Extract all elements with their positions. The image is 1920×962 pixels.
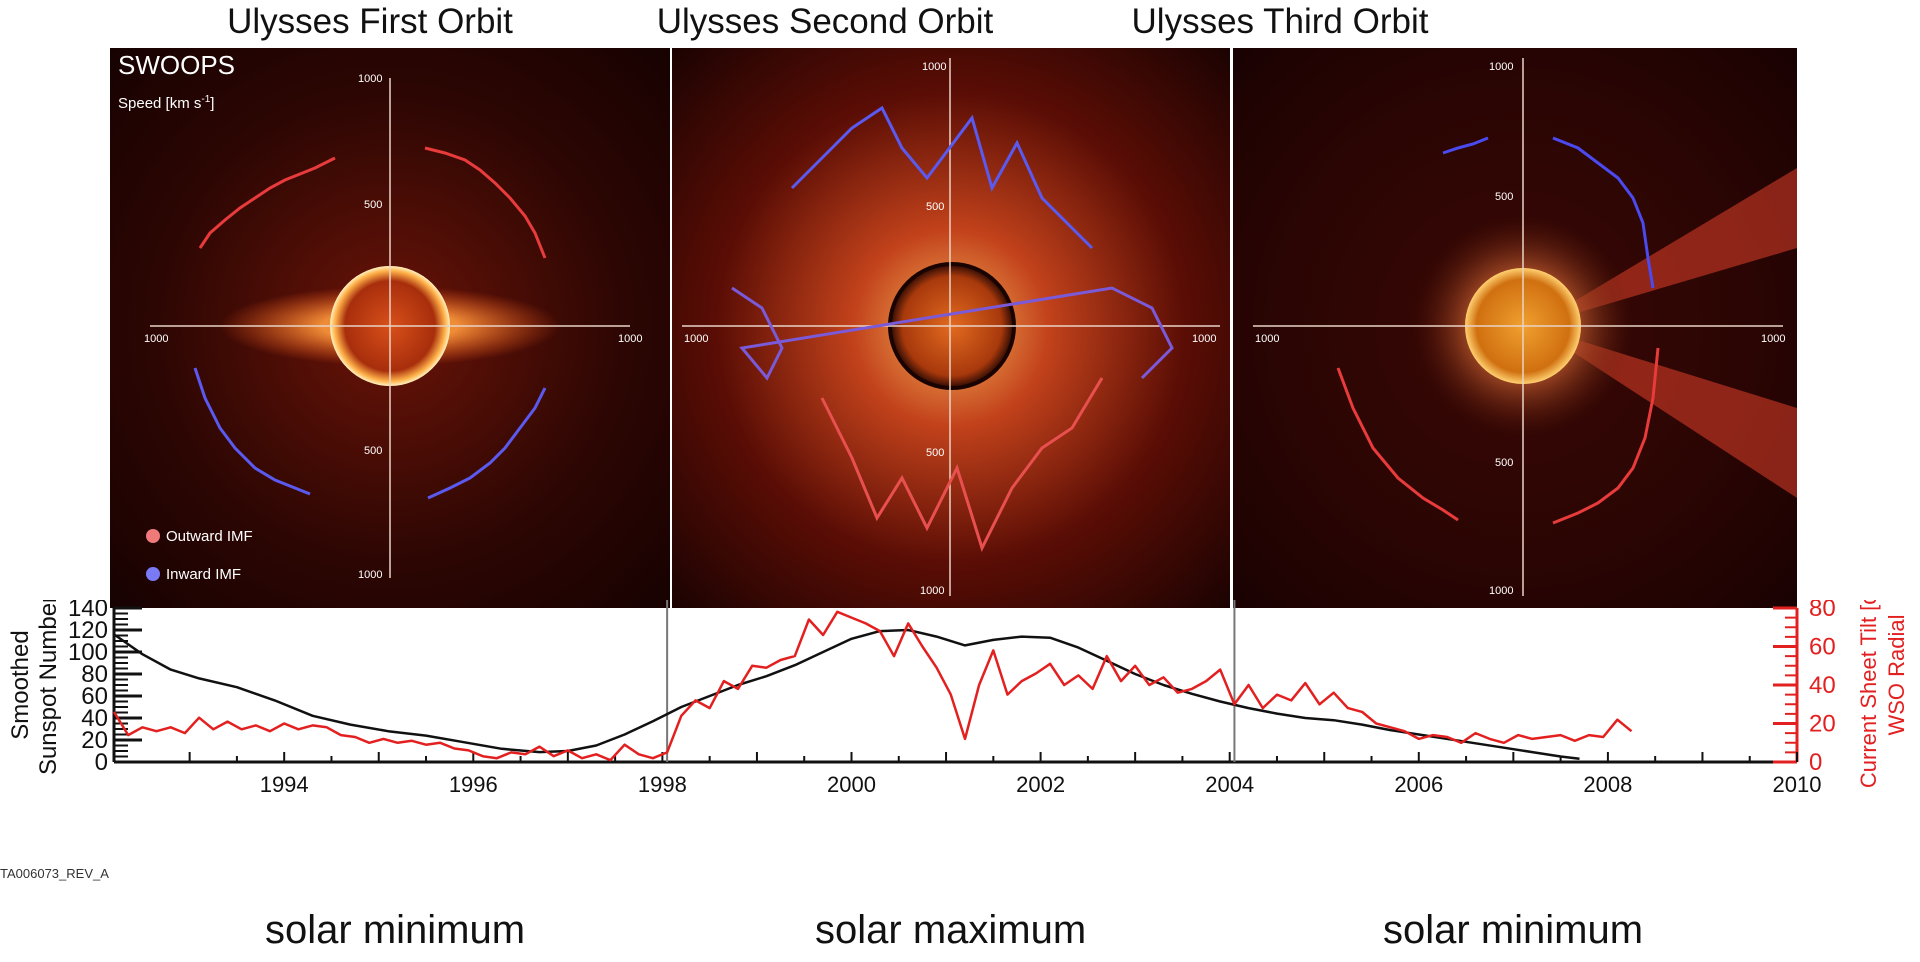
radial-tick-bottom-1000: 1000: [358, 569, 382, 581]
radial-tick-top-500: 500: [1495, 191, 1513, 203]
left-tick-label: 140: [68, 600, 108, 622]
x-tick-label: 2004: [1205, 772, 1254, 797]
radial-tick-bottom-500: 500: [926, 447, 944, 459]
horizontal-tick-left-1000: 1000: [144, 333, 168, 345]
left-axis-label: Smoothed: [7, 630, 34, 739]
inward-speed-trace-top: [790, 105, 1094, 250]
right-tick-label: 40: [1809, 672, 1836, 699]
right-tick-label: 0: [1809, 749, 1822, 776]
outward-speed-trace-bottom-left: [1336, 367, 1459, 522]
right-tick-label: 20: [1809, 711, 1836, 738]
polar-panel-second-orbit: 1000 500 500 1000 1000 1000: [672, 48, 1230, 608]
x-tick-label: 2002: [1016, 772, 1065, 797]
orbit-title-first: Ulysses First Orbit: [227, 2, 513, 41]
plot-area: [114, 608, 1797, 762]
x-tick-label: 2008: [1583, 772, 1632, 797]
outward-speed-trace-bottom-right: [1552, 347, 1660, 525]
phase-label-third: solar minimum: [1383, 908, 1644, 952]
x-tick-label: 1994: [260, 772, 309, 797]
polar-panel-third-orbit: 1000 500 500 1000 1000 1000: [1233, 48, 1797, 608]
x-tick-label: 2010: [1773, 772, 1822, 797]
inward-speed-trace-top-left: [1442, 136, 1489, 155]
radial-tick-bottom-1000: 1000: [1489, 585, 1513, 597]
legend-inward-marker: [146, 567, 160, 581]
horizontal-tick-left-1000: 1000: [684, 333, 708, 345]
orbit-title-second: Ulysses Second Orbit: [656, 2, 994, 41]
left-tick-label: 80: [81, 661, 108, 688]
horizontal-tick-left-1000: 1000: [1255, 333, 1279, 345]
radial-tick-top-500: 500: [364, 199, 382, 211]
radial-tick-top-1000: 1000: [1489, 61, 1513, 73]
figure-reference-code: TA006073_REV_A: [0, 866, 109, 881]
left-tick-label: 20: [81, 727, 108, 754]
x-tick-label: 2006: [1394, 772, 1443, 797]
x-tick-label: 2000: [827, 772, 876, 797]
left-tick-label: 100: [68, 639, 108, 666]
x-tick-label: 1998: [638, 772, 687, 797]
horizontal-tick-right-1000: 1000: [618, 333, 642, 345]
outward-speed-trace-top-left: [198, 156, 336, 249]
inward-speed-trace-bottom-left: [193, 367, 311, 496]
radial-tick-top-500: 500: [926, 201, 944, 213]
polar-plot-second: 1000 500 500 1000 1000 1000: [672, 48, 1230, 608]
right-axis-label: Current Sheet Tilt [deg]: [1856, 600, 1881, 788]
radial-tick-top-1000: 1000: [922, 61, 946, 73]
legend-inward-label: Inward IMF: [166, 566, 241, 583]
radial-tick-top-1000: 1000: [358, 73, 382, 85]
instrument-label: SWOOPS: [118, 50, 235, 80]
right-tick-label: 60: [1809, 634, 1836, 661]
legend-outward-label: Outward IMF: [166, 528, 253, 545]
phase-label-second: solar maximum: [815, 908, 1087, 952]
radial-tick-bottom-500: 500: [364, 445, 382, 457]
inward-speed-trace-bottom-right: [427, 387, 547, 500]
radial-tick-bottom-500: 500: [1495, 457, 1513, 469]
left-tick-label: 0: [95, 749, 108, 776]
polar-plot-third: 1000 500 500 1000 1000 1000: [1233, 48, 1797, 608]
horizontal-tick-right-1000: 1000: [1192, 333, 1216, 345]
sunspot-number-line: [113, 628, 1580, 760]
left-axis-label: Sunspot Number: [35, 600, 62, 775]
speed-axis-label: Speed [km s-1]: [118, 94, 214, 112]
right-axis-label: WSO Radial: [1884, 614, 1909, 735]
right-tick-label: 80: [1809, 600, 1836, 622]
x-tick-label: 1996: [449, 772, 498, 797]
mixed-speed-trace-sides: [731, 286, 1174, 381]
phase-label-first: solar minimum: [265, 908, 526, 952]
outward-speed-trace-bottom: [820, 377, 1104, 552]
left-tick-label: 120: [68, 617, 108, 644]
left-tick-label: 40: [81, 705, 108, 732]
inward-speed-trace-top-right: [1552, 136, 1655, 289]
polar-panel-first-orbit: SWOOPS Speed [km s-1] 1000 500 500 1000 …: [110, 48, 670, 608]
horizontal-tick-right-1000: 1000: [1761, 333, 1785, 345]
legend-outward-marker: [146, 529, 160, 543]
current-sheet-tilt-line: [112, 610, 1633, 762]
left-tick-label: 60: [81, 683, 108, 710]
orbit-title-third: Ulysses Third Orbit: [1131, 2, 1429, 41]
polar-plot-first: SWOOPS Speed [km s-1] 1000 500 500 1000 …: [110, 48, 670, 608]
outward-speed-trace-top-right: [424, 146, 547, 259]
radial-tick-bottom-1000: 1000: [920, 585, 944, 597]
